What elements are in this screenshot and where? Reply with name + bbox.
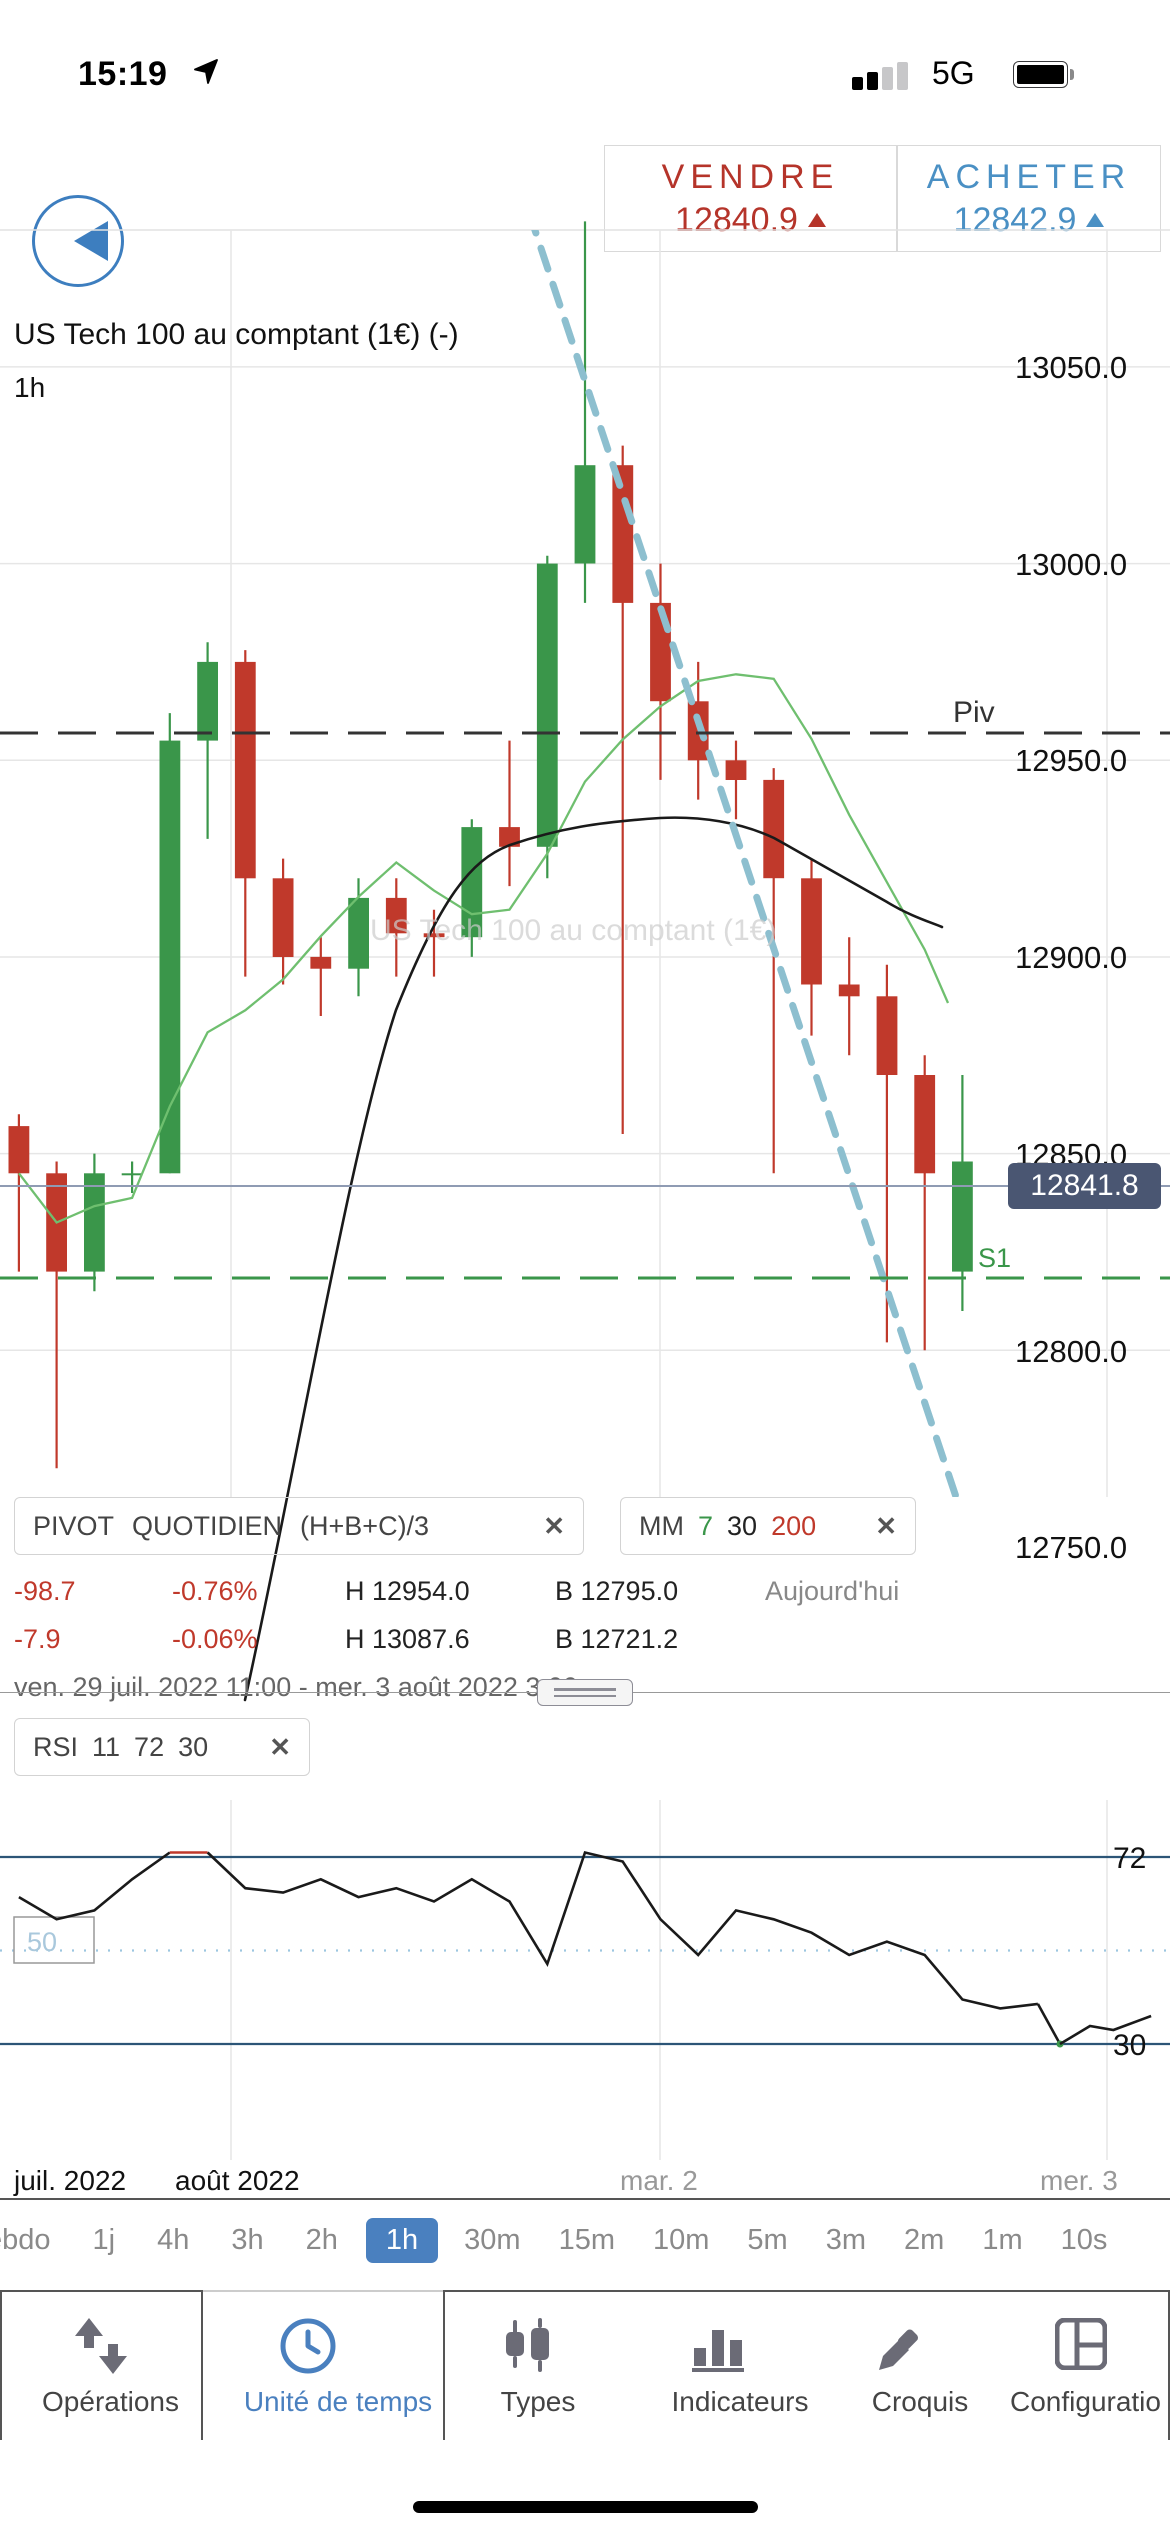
svg-text:72: 72 [1113, 1842, 1146, 1875]
svg-text:30: 30 [1113, 2029, 1146, 2062]
svg-text:50: 50 [27, 1927, 57, 1957]
